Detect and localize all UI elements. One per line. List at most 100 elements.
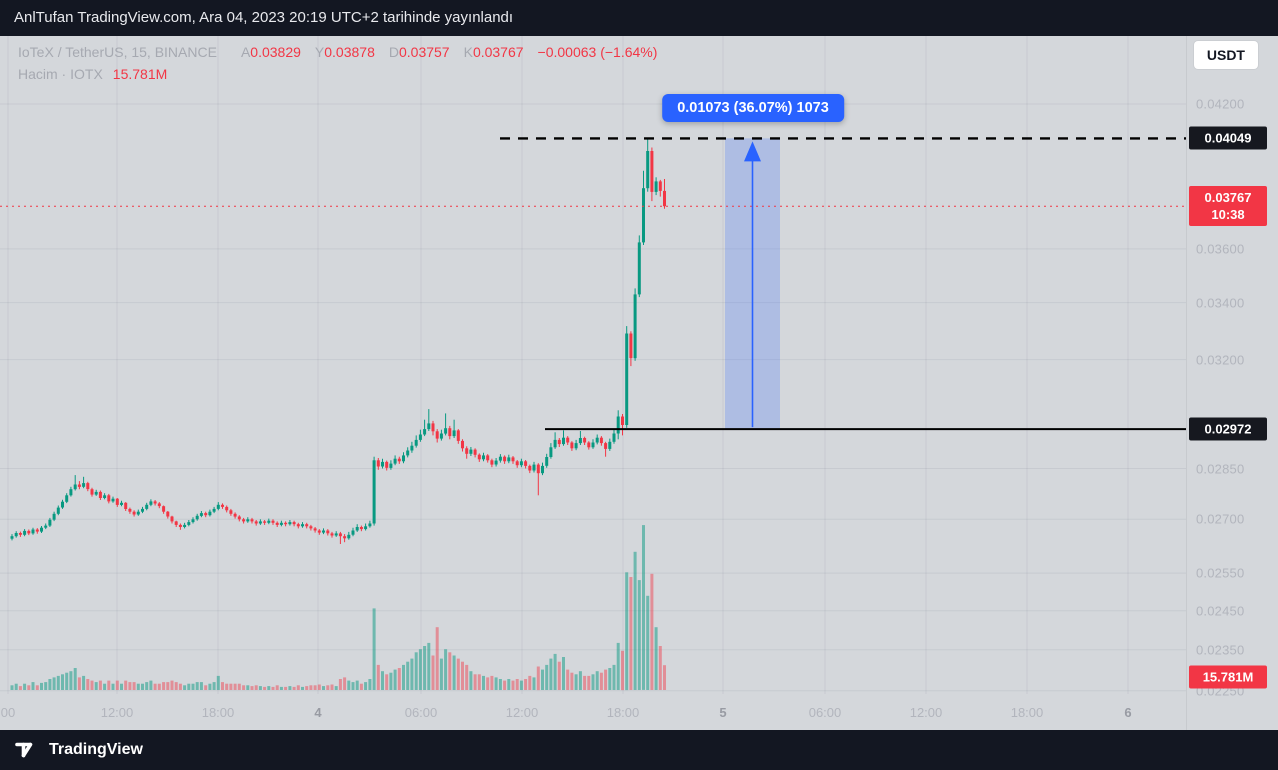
volume-bar (52, 677, 56, 690)
candle-body (40, 527, 43, 532)
volume-bar (216, 675, 220, 690)
candle-body (402, 455, 405, 462)
candle-body (427, 423, 431, 430)
candle-body (435, 431, 439, 439)
volume-bar (94, 682, 98, 690)
candle-body (418, 434, 422, 440)
volume-bar (141, 683, 144, 690)
candle-body (570, 442, 574, 449)
candle-body (494, 460, 498, 465)
volume-bar (284, 686, 288, 690)
candle-body (250, 519, 254, 522)
time-axis[interactable]: 00 12:00 18:00 4 06:00 12:00 18:00 5 06:00 12:00 1… (0, 702, 1186, 730)
candle-body (578, 438, 582, 444)
measurement-label[interactable]: 0.01073 (36.07%) 1073 (662, 94, 844, 122)
price-label-004049: 0.04049 (1189, 126, 1267, 150)
candle-body (389, 463, 393, 468)
volume-bar (229, 683, 233, 690)
volume-value: 15.781M (112, 66, 168, 82)
candle-body (326, 530, 330, 534)
volume-bar (149, 680, 153, 690)
volume-study-label[interactable]: Hacim · IOTX (18, 66, 103, 82)
volume-bar (271, 686, 275, 690)
candle-body (439, 433, 443, 439)
candle-body (524, 461, 528, 466)
volume-bar (111, 683, 115, 690)
candle-body (351, 530, 355, 535)
measurement-arrow-head[interactable] (744, 141, 761, 162)
candle-body (145, 504, 149, 509)
candle-body (498, 456, 502, 461)
publish-info-bar: AnlTufan TradingView.com, Ara 04, 2023 2… (0, 0, 1278, 36)
volume-bar (254, 685, 258, 690)
ohlc-close: K0.03767 (464, 44, 524, 60)
candle-body (309, 526, 313, 529)
candle-body (431, 423, 435, 432)
volume-bar (23, 683, 27, 690)
volume-bar (372, 608, 376, 690)
volume-bar (583, 675, 587, 690)
price-axis[interactable]: 0.04200 0.03600 0.03400 0.03200 0.02850 0.027… (1186, 36, 1278, 730)
candle-body (157, 503, 161, 507)
low-value: 0.03757 (398, 44, 450, 60)
candle-body (233, 513, 237, 517)
volume-bar (439, 658, 443, 690)
candle-body (663, 190, 666, 207)
volume-bar (305, 686, 309, 690)
volume-bar (136, 683, 140, 690)
volume-bar (368, 679, 372, 690)
tradingview-logo-icon[interactable] (14, 740, 40, 760)
volume-bar (465, 664, 469, 690)
price-tick-label: 0.03400 (1196, 295, 1245, 311)
price-chart-canvas[interactable] (0, 36, 1186, 730)
candle-body (557, 439, 561, 445)
time-tick-label: 4 (314, 705, 322, 720)
price-tick-label: 0.02550 (1196, 565, 1245, 581)
volume-bar (599, 672, 603, 690)
volume-bar (301, 686, 304, 690)
currency-toggle-button[interactable]: USDT (1193, 41, 1258, 69)
volume-bar (418, 649, 422, 690)
volume-bar (549, 658, 553, 690)
candle-body (90, 489, 94, 495)
candle-body (595, 437, 599, 443)
symbol-title[interactable]: IoTeX / TetherUS, 15, BINANCE (18, 44, 217, 60)
volume-bar (519, 680, 523, 690)
volume-bar (427, 642, 431, 690)
candle-body (313, 528, 317, 531)
volume-bar (263, 686, 267, 690)
volume-bar (553, 653, 557, 690)
volume-bar (250, 686, 254, 690)
candle-body (574, 443, 578, 449)
volume-bar (351, 682, 355, 690)
candle-body (469, 449, 473, 454)
price-label-002972: 0.02972 (1189, 417, 1267, 441)
candle-body (115, 498, 119, 505)
volume-bar (145, 682, 149, 690)
volume-bar (591, 674, 595, 690)
close-value: 0.03767 (472, 44, 524, 60)
candle-body (456, 430, 460, 441)
candle-body (612, 433, 616, 442)
candle-body (330, 533, 334, 536)
volume-bar (296, 685, 300, 690)
candle-body (465, 448, 469, 454)
volume-bar (574, 674, 578, 690)
volume-bar (461, 661, 464, 690)
candle-body (279, 522, 283, 525)
volume-bar (27, 685, 31, 690)
candle-body (149, 501, 153, 505)
volume-bar (309, 685, 313, 690)
volume-bar (221, 682, 224, 690)
volume-bar (48, 679, 52, 690)
volume-bar (103, 683, 107, 690)
price-tick-label: 0.02450 (1196, 603, 1245, 619)
candle-body (216, 504, 220, 509)
candle-body (461, 440, 464, 449)
volume-bar (98, 680, 102, 690)
candle-body (44, 525, 48, 528)
tradingview-brand-text[interactable]: TradingView (49, 741, 143, 758)
volume-bar (183, 685, 187, 690)
volume-bar (515, 679, 519, 690)
candle-body (625, 333, 629, 425)
